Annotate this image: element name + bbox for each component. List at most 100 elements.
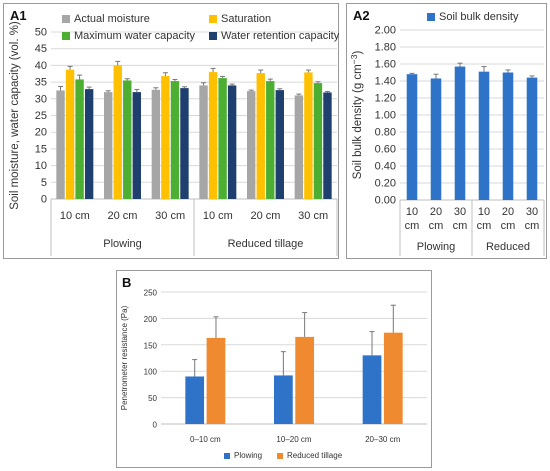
x-tick-label: 30 — [526, 206, 538, 218]
bar — [65, 69, 75, 199]
x-tick-label: 10–20 cm — [276, 435, 311, 444]
legend-label: Reduced tillage — [287, 451, 343, 460]
y-tick-label: 50 — [148, 394, 157, 403]
y-tick-label: 40 — [35, 60, 47, 72]
bar — [313, 83, 323, 199]
legend-swatch — [277, 453, 283, 459]
y-tick-label: 25 — [35, 110, 47, 122]
bar — [84, 89, 94, 199]
legend-label: Saturation — [221, 13, 271, 25]
chart-b-svg: 0 50 100 150 200 250 Penetrometer resistance (… — [120, 289, 427, 460]
y-tick-label: 0.00 — [375, 195, 396, 207]
chart-panel-a1: A1 0 5 10 15 20 25 30 35 40 45 50 Soil moisture, wa… — [3, 3, 340, 259]
legend-label: Water retention capacity — [221, 30, 340, 42]
panel-label-a2: A2 — [353, 8, 370, 23]
y-tick-label: 50 — [35, 27, 47, 39]
legend-swatch — [427, 13, 435, 21]
bar — [218, 78, 227, 199]
panel-label-b: B — [122, 275, 132, 290]
y-tick-label: 1.00 — [375, 110, 396, 122]
bar — [132, 92, 141, 199]
chart-panel-a2: A2 0.00 0.20 0.40 0.60 0.80 1.00 1.20 1.40 1.60 1… — [346, 3, 547, 259]
y-tick-label: 0.80 — [375, 127, 396, 139]
x-tick-label: cm — [429, 220, 444, 232]
x-tick-label: 20 cm — [108, 210, 138, 222]
bar — [185, 376, 205, 424]
panel-label-a1: A1 — [10, 8, 27, 23]
x-tick-label: 0–10 cm — [190, 435, 221, 444]
y-axis-label: Soil moisture, water capacity (vol. %) — [9, 21, 21, 210]
bar — [206, 337, 226, 424]
x-tick-label: 30 cm — [298, 210, 328, 222]
y-tick-label: 35 — [35, 77, 47, 89]
bar — [75, 79, 84, 199]
y-tick-label: 150 — [144, 341, 158, 350]
bar — [304, 72, 313, 199]
y-tick-label: 250 — [144, 289, 158, 298]
bar — [362, 355, 382, 424]
bar — [266, 81, 275, 199]
y-tick-label: 10 — [35, 160, 47, 172]
y-tick-label: 15 — [35, 143, 47, 155]
x-tick-label: cm — [477, 220, 492, 232]
bar — [294, 95, 304, 199]
x-tick-label: cm — [501, 220, 516, 232]
bar — [151, 89, 161, 199]
legend-swatch — [209, 15, 217, 23]
x-tick-label: 20 cm — [251, 210, 281, 222]
group-label: Plowing — [103, 238, 142, 250]
bar — [247, 91, 256, 199]
chart-a2-svg: 0.00 0.20 0.40 0.60 0.80 1.00 1.20 1.40 1.60 1.80… — [349, 11, 545, 256]
bar — [406, 74, 418, 200]
x-tick-label: cm — [405, 220, 420, 232]
bar — [295, 336, 315, 424]
x-tick-label: 10 cm — [203, 210, 233, 222]
legend-label: Soil bulk density — [439, 11, 519, 23]
bar — [478, 71, 490, 201]
bar — [123, 80, 132, 199]
x-tick-label: 30 — [454, 206, 466, 218]
y-tick-label: 0 — [41, 194, 47, 206]
chart-panel-b: B 0 50 100 150 200 250 Penetrometer resistance… — [116, 270, 432, 468]
y-tick-label: 0 — [153, 421, 158, 430]
bar — [526, 77, 538, 200]
x-tick-label: 20 — [502, 206, 514, 218]
bar — [208, 72, 218, 199]
bar — [502, 72, 514, 200]
y-axis-label: Penetrometer resistance (Pa) — [120, 305, 129, 410]
x-tick-label: 10 — [478, 206, 490, 218]
group-label: Reduced — [486, 241, 530, 253]
y-tick-label: 0.40 — [375, 161, 396, 173]
legend-swatch — [62, 15, 70, 23]
y-tick-label: 1.20 — [375, 93, 396, 105]
bar — [199, 85, 208, 199]
legend-swatch — [224, 453, 230, 459]
x-tick-label: 10 — [406, 206, 418, 218]
bar — [180, 88, 189, 199]
bar — [323, 92, 332, 199]
y-tick-label: 45 — [35, 43, 47, 55]
bar — [256, 73, 265, 199]
bar — [104, 92, 113, 199]
x-tick-label: 30 cm — [155, 210, 185, 222]
y-tick-label: 30 — [35, 93, 47, 105]
bar — [275, 90, 284, 199]
y-axis-label: Soil bulk density (g cm−3) — [349, 51, 364, 180]
chart-a1-svg: 0 5 10 15 20 25 30 35 40 45 50 Soil moisture, water… — [9, 13, 340, 256]
y-tick-label: 100 — [144, 368, 158, 377]
bar — [161, 76, 170, 199]
y-tick-label: 1.60 — [375, 59, 396, 71]
legend-swatch — [62, 32, 70, 40]
bar — [170, 81, 180, 199]
x-tick-label: 20 — [430, 206, 442, 218]
x-tick-label: 10 cm — [60, 210, 90, 222]
bar — [273, 375, 293, 424]
legend-swatch — [209, 32, 217, 40]
y-axis-label-superscript: −3 — [349, 54, 359, 64]
bar — [56, 90, 65, 199]
legend-label: Actual moisture — [74, 13, 150, 25]
group-label: Plowing — [417, 241, 456, 253]
y-tick-label: 20 — [35, 127, 47, 139]
y-tick-label: 1.40 — [375, 76, 396, 88]
bar — [227, 85, 237, 199]
